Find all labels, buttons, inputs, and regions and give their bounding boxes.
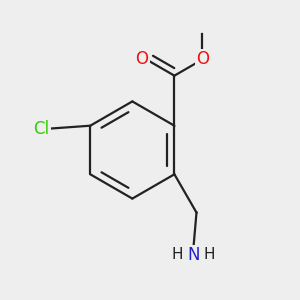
Text: Cl: Cl xyxy=(34,120,50,138)
Text: H: H xyxy=(204,247,215,262)
Text: H: H xyxy=(172,247,183,262)
Text: N: N xyxy=(187,246,200,264)
Text: O: O xyxy=(135,50,148,68)
Text: O: O xyxy=(196,50,209,68)
